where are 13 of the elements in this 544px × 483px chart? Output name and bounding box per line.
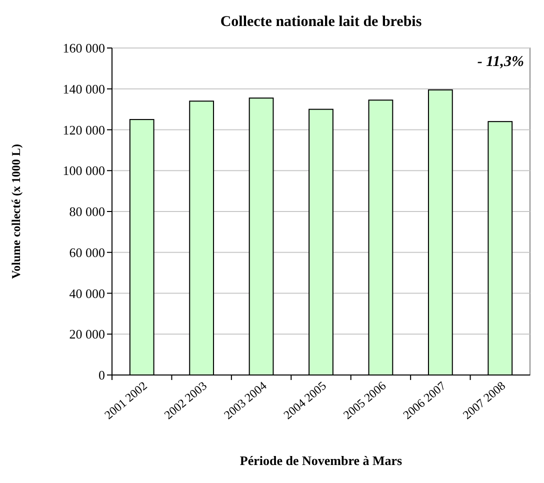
chart-title: Collecte nationale lait de brebis [220,14,422,30]
y-tick-label: 100 000 [62,163,105,178]
y-tick-label: 60 000 [69,244,105,260]
x-tick-label: 2002 2003 [161,378,210,422]
y-axis-title: Volume collecté (x 1000 L) [9,144,23,279]
y-tick-label: 20 000 [69,326,105,342]
y-tick-label: 140 000 [62,81,105,96]
annotation: - 11,3% [477,54,524,70]
y-tick-label: 80 000 [69,204,105,220]
y-tick-label: 40 000 [69,286,105,301]
y-tick-label: 160 000 [62,40,105,56]
y-tick-label: 120 000 [62,122,105,138]
x-axis-title: Période de Novembre à Mars [240,453,402,468]
